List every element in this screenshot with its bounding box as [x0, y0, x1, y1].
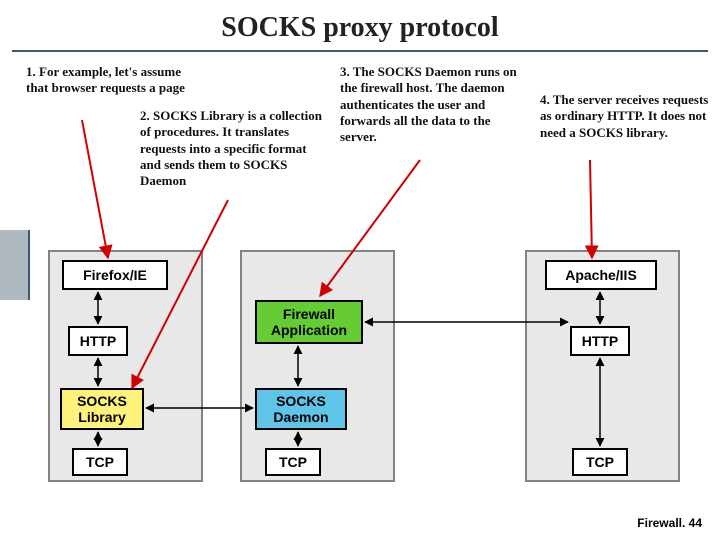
box-label: TCP — [586, 454, 614, 470]
box-label: Firefox/IE — [83, 267, 147, 283]
box-socks-daemon: SOCKS Daemon — [255, 388, 347, 430]
box-label: SOCKS Library — [66, 393, 138, 425]
note-4: 4. The server receives requests as ordin… — [540, 92, 718, 141]
box-http-server: HTTP — [570, 326, 630, 356]
box-label: Apache/IIS — [565, 267, 637, 283]
slide-title: SOCKS proxy protocol — [0, 0, 720, 44]
note-1: 1. For example, let's assume that browse… — [26, 64, 186, 97]
box-tcp-client: TCP — [72, 448, 128, 476]
box-label: SOCKS Daemon — [261, 393, 341, 425]
slide-footer: Firewall. 44 — [637, 516, 702, 530]
box-label: HTTP — [582, 333, 619, 349]
box-label: Firewall Application — [261, 306, 357, 338]
box-label: TCP — [279, 454, 307, 470]
box-socks-library: SOCKS Library — [60, 388, 144, 430]
box-label: TCP — [86, 454, 114, 470]
note-3: 3. The SOCKS Daemon runs on the firewall… — [340, 64, 530, 145]
box-firewall-app: Firewall Application — [255, 300, 363, 344]
left-accent — [0, 230, 30, 300]
box-label: HTTP — [80, 333, 117, 349]
title-rule — [12, 50, 708, 52]
box-apache: Apache/IIS — [545, 260, 657, 290]
box-tcp-firewall: TCP — [265, 448, 321, 476]
box-tcp-server: TCP — [572, 448, 628, 476]
note-2: 2. SOCKS Library is a collection of proc… — [140, 108, 330, 189]
box-browser: Firefox/IE — [62, 260, 168, 290]
box-http-client: HTTP — [68, 326, 128, 356]
